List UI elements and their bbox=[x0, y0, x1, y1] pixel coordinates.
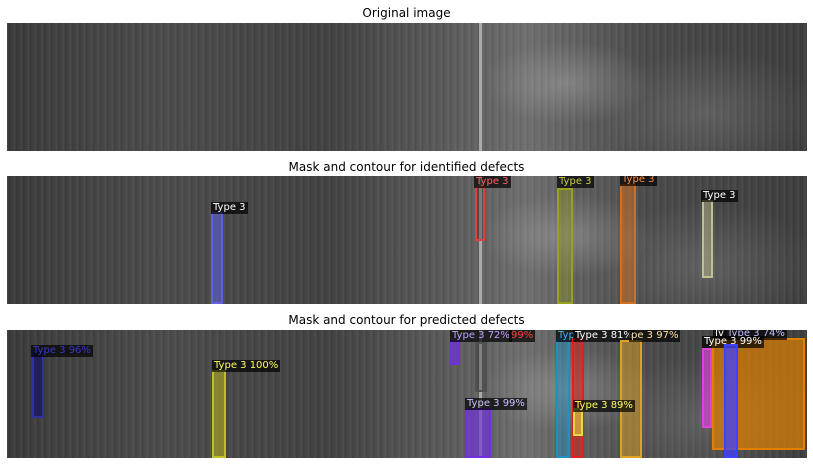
defect-label: Type 3 100% bbox=[212, 360, 281, 372]
defect-mask bbox=[620, 340, 642, 458]
defect-mask bbox=[572, 338, 584, 458]
title-original: Original image bbox=[362, 6, 451, 20]
defect-mask bbox=[475, 342, 487, 392]
defect-mask bbox=[465, 408, 491, 458]
defect-mask bbox=[557, 188, 573, 304]
streak bbox=[479, 23, 482, 151]
defect-mask bbox=[450, 340, 460, 365]
defect-label: Type 3 74% bbox=[725, 330, 787, 340]
defect-mask bbox=[702, 200, 713, 278]
defect-mask bbox=[724, 344, 738, 458]
defect-label: Typ bbox=[556, 330, 577, 342]
panel-identified-defects: Type 3 Type 3 Type 3 Type 3 Type 3 bbox=[7, 176, 807, 304]
defect-label: 99% bbox=[509, 330, 536, 342]
defect-label: Iv bbox=[713, 330, 726, 340]
defect-label: Type 3 99% bbox=[702, 336, 764, 348]
defect-label: Type 3 96% bbox=[31, 345, 93, 357]
defect-label: Type 3 81% bbox=[573, 330, 635, 342]
defect-label: Type 3 72% bbox=[450, 330, 512, 342]
title-identified: Mask and contour for identified defects bbox=[288, 160, 525, 174]
defect-label: Type 3 bbox=[557, 176, 594, 188]
defect-label: Type 3 bbox=[620, 176, 657, 186]
defect-label: Type 3 bbox=[474, 176, 511, 188]
defect-mask bbox=[212, 370, 226, 458]
defect-mask bbox=[620, 184, 636, 304]
defect-mask bbox=[211, 212, 223, 304]
defect-label: Type 3 bbox=[211, 202, 248, 214]
defect-mask bbox=[573, 408, 583, 436]
defect-label: Type 3 89% bbox=[573, 400, 635, 412]
panel-predicted-defects: Type 3 96% Type 3 100% Type 3 72% 99% Ty… bbox=[7, 330, 807, 458]
streak bbox=[479, 330, 482, 458]
defect-label: Type 3 99% bbox=[465, 398, 527, 410]
defect-mask bbox=[702, 348, 712, 428]
defect-label: pe 3 97% bbox=[629, 330, 681, 342]
defect-mask bbox=[475, 186, 485, 241]
defect-mask bbox=[32, 350, 44, 418]
title-predicted: Mask and contour for predicted defects bbox=[288, 313, 525, 327]
defect-label: Type 3 bbox=[701, 190, 738, 202]
panel-original-image bbox=[7, 23, 807, 151]
defect-mask bbox=[556, 338, 570, 458]
